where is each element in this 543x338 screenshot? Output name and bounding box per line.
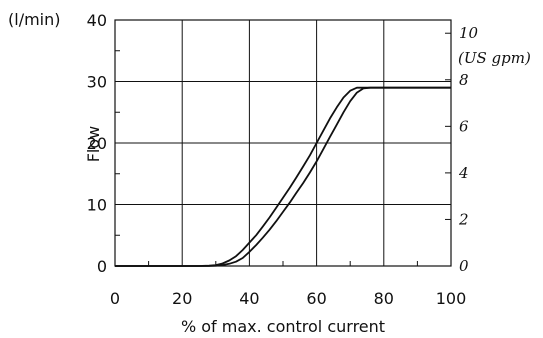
series-line-1: [115, 86, 451, 267]
y-tick-label: 40: [87, 11, 107, 30]
x-tick-label: 40: [239, 289, 259, 308]
y-axis-label: Flow: [84, 126, 103, 163]
y-tick-label: 0: [97, 257, 107, 276]
secondary-y-tick-label: 0: [459, 257, 469, 275]
x-axis-label: % of max. control current: [181, 317, 385, 336]
series-line-2: [115, 86, 451, 267]
y-tick-label: 10: [87, 196, 107, 215]
y-tick-labels: 0 10 20 30 40: [87, 11, 107, 276]
x-tick-label: 0: [110, 289, 120, 308]
secondary-y-tick-label: 4: [458, 164, 469, 182]
secondary-y-axis-unit: (US gpm): [458, 49, 531, 67]
secondary-y-tick-label: 2: [458, 210, 469, 228]
secondary-y-tick-label: 6: [459, 117, 469, 135]
x-tick-label: 20: [172, 289, 192, 308]
secondary-y-tick-labels: 0 2 4 6 8 10: [445, 24, 479, 275]
series-lines: [115, 86, 451, 267]
plot-frame: [114, 19, 452, 267]
x-tick-label: 60: [306, 289, 326, 308]
x-tick-label: 80: [374, 289, 394, 308]
secondary-y-tick-label: 8: [459, 71, 469, 89]
y-axis-unit: (l/min): [8, 10, 61, 29]
x-tick-labels: 0 20 40 60 80 100: [110, 289, 466, 308]
x-tick-label: 100: [436, 289, 467, 308]
y-tick-label: 30: [87, 73, 107, 92]
grid: [115, 20, 451, 266]
secondary-y-tick-label: 10: [459, 24, 479, 42]
y-tick-label: 20: [87, 134, 107, 153]
